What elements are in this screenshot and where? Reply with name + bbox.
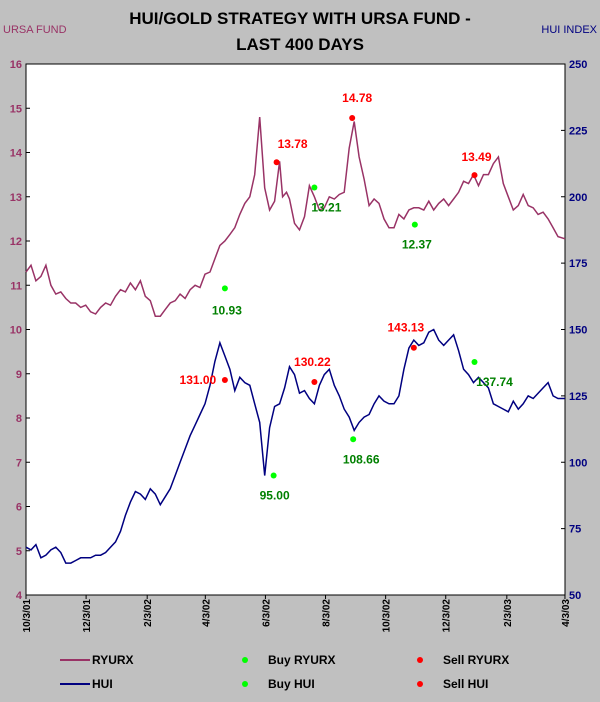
legend-swatch-dot xyxy=(242,681,248,687)
sell-signal-label: 143.13 xyxy=(387,321,424,335)
buy-signal-label: 10.93 xyxy=(212,303,242,317)
sell-signal-label: 13.49 xyxy=(461,150,491,164)
buy-signal-label: 108.66 xyxy=(343,452,380,466)
left-tick-label: 7 xyxy=(16,457,22,469)
left-axis-label: URSA FUND xyxy=(3,24,67,36)
legend-label: Sell HUI xyxy=(443,677,488,691)
x-tick-label: 6/3/02 xyxy=(261,599,272,627)
right-tick-label: 50 xyxy=(569,590,581,602)
legend-label: RYURX xyxy=(92,653,134,667)
plot-area xyxy=(25,63,566,596)
buy-signal-label: 12.37 xyxy=(402,238,432,252)
buy-signal-marker xyxy=(471,359,478,366)
chart-title-line1: HUI/GOLD STRATEGY WITH URSA FUND - xyxy=(129,9,471,28)
legend-label: Buy RYURX xyxy=(268,653,336,667)
left-tick-label: 12 xyxy=(10,236,22,248)
x-tick-label: 2/3/03 xyxy=(503,599,514,627)
buy-signal-marker xyxy=(270,472,277,479)
buy-signal-marker xyxy=(311,184,318,191)
sell-signal-marker xyxy=(311,379,318,386)
legend-label: Sell RYURX xyxy=(443,653,509,667)
x-tick-label: 4/3/02 xyxy=(201,599,212,627)
left-tick-label: 9 xyxy=(16,369,22,381)
right-tick-label: 125 xyxy=(569,391,587,403)
left-tick-label: 16 xyxy=(10,59,22,71)
buy-signal-marker xyxy=(221,285,228,292)
right-tick-label: 175 xyxy=(569,258,587,270)
right-tick-label: 225 xyxy=(569,125,587,137)
right-tick-label: 75 xyxy=(569,524,581,536)
left-tick-label: 15 xyxy=(10,103,22,115)
buy-signal-marker xyxy=(411,221,418,228)
legend-label: Buy HUI xyxy=(268,677,315,691)
x-tick-label: 10/3/01 xyxy=(22,599,33,633)
right-axis-label: HUI INDEX xyxy=(541,24,597,36)
left-tick-label: 5 xyxy=(16,546,22,558)
left-tick-label: 4 xyxy=(16,590,23,602)
series-line-hui xyxy=(25,328,565,564)
chart-title-line2: LAST 400 DAYS xyxy=(236,35,364,54)
buy-signal-label: 137.74 xyxy=(476,375,513,389)
sell-signal-label: 131.00 xyxy=(180,373,217,387)
x-tick-label: 12/3/02 xyxy=(442,599,453,633)
left-tick-label: 10 xyxy=(10,325,22,337)
buy-signal-label: 13.21 xyxy=(311,200,341,214)
sell-signal-label: 13.78 xyxy=(278,137,308,151)
right-tick-label: 250 xyxy=(569,59,587,71)
left-tick-label: 6 xyxy=(16,502,22,514)
left-axis-ticks: 4 5 6 7 8 9 10 11 12 13 14 15 16 xyxy=(10,59,30,602)
legend-label: HUI xyxy=(92,677,113,691)
legend-swatch-dot xyxy=(242,657,248,663)
right-axis-ticks: 50 75 100 125 150 175 200 225 250 xyxy=(561,59,587,602)
x-axis-ticks: 10/3/01 12/3/01 2/3/02 4/3/02 6/3/02 8/3/02 10… xyxy=(22,595,572,632)
legend-swatch-dot xyxy=(417,657,423,663)
right-tick-label: 200 xyxy=(569,192,587,204)
sell-signal-label: 14.78 xyxy=(342,91,372,105)
sell-signal-marker xyxy=(273,159,280,166)
right-tick-label: 100 xyxy=(569,457,587,469)
right-tick-label: 150 xyxy=(569,325,587,337)
sell-signal-marker xyxy=(471,172,478,179)
left-tick-label: 13 xyxy=(10,192,22,204)
sell-signal-label: 130.22 xyxy=(294,355,331,369)
x-tick-label: 4/3/03 xyxy=(561,599,572,627)
x-tick-label: 8/3/02 xyxy=(322,599,333,627)
legend: RYURX Buy RYURX Sell RYURX HUI Buy HUI Sell H… xyxy=(60,653,509,691)
buy-signal-label: 95.00 xyxy=(260,489,290,503)
left-tick-label: 8 xyxy=(16,413,22,425)
x-tick-label: 10/3/02 xyxy=(382,599,393,633)
x-tick-label: 2/3/02 xyxy=(143,599,154,627)
sell-signal-marker xyxy=(221,376,228,383)
buy-signal-marker xyxy=(350,436,357,443)
sell-signal-marker xyxy=(349,114,356,121)
x-tick-label: 12/3/01 xyxy=(82,599,93,633)
signal-annotations: 13.78 13.21 14.78 12.37 13.49 10.93 131.00 95.0… xyxy=(180,91,514,503)
legend-swatch-dot xyxy=(417,681,423,687)
left-tick-label: 11 xyxy=(10,280,22,292)
left-tick-label: 14 xyxy=(10,148,23,160)
sell-signal-marker xyxy=(410,344,417,351)
